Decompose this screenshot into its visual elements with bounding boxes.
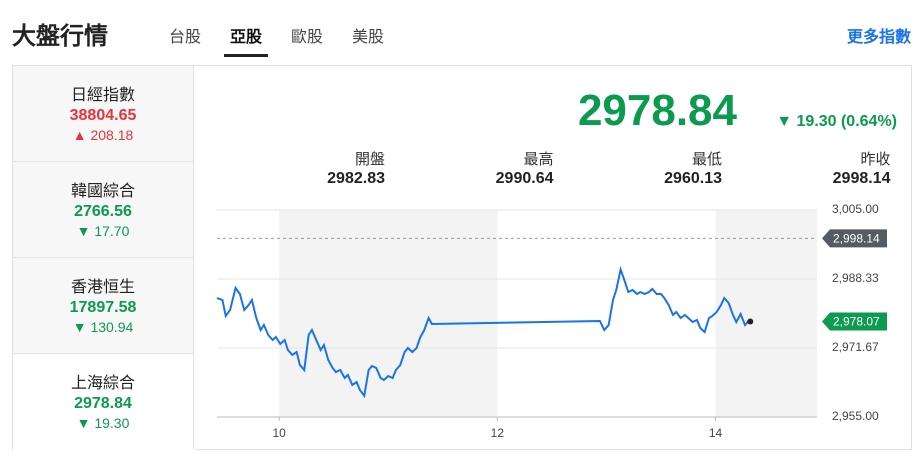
tab[interactable]: 亞股 [224,23,268,57]
stat-value: 2982.83 [327,170,385,187]
reference-label: 2,998.14 [833,232,880,246]
price-line [216,265,750,399]
index-item[interactable]: 香港恒生 17897.58 ▼ 130.94 [13,258,193,354]
arrow: ▼ [776,113,793,130]
last-price-badge [822,312,887,331]
index-item[interactable]: 日經指數 38804.65 ▲ 208.18 [13,66,193,162]
index-name: 香港恒生 [70,279,135,296]
stat-value: 2998.14 [832,170,891,187]
session-band [279,210,498,417]
quote-price: 2978.84 [577,86,737,135]
index-price: 2978.84 [74,395,132,412]
y-tick-label: 2,988.33 [832,271,879,285]
index-change: ▼ 19.30 [13,415,193,431]
arrow: ▼ [76,223,91,239]
arrow: ▼ [72,319,87,335]
reference-badge [822,229,887,248]
quote-panel [195,65,912,450]
change: 17.70 [94,223,130,239]
session-band [715,210,817,417]
stat-value: 2960.13 [664,170,722,187]
index-price: 17897.58 [69,299,137,316]
y-tick-label: 2,955.00 [832,409,879,423]
last-price-label: 2,978.07 [833,315,880,329]
index-price: 38804.65 [69,107,137,124]
stat-label: 昨收 [860,151,891,168]
change: 208.18 [90,127,134,143]
index-change: ▼ 17.70 [13,223,193,239]
x-tick-label: 12 [491,426,505,440]
y-tick-label: 2,971.67 [832,340,879,354]
y-tick-label: 3,005.00 [832,202,879,216]
index-list: 日經指數 38804.65 ▲ 208.18 韓國綜合 2766.56 ▼ 17.70 香港… [12,65,194,450]
stat-label: 開盤 [354,151,385,168]
index-name: 上海綜合 [70,375,135,392]
change: 19.30 [94,415,130,431]
change: 130.94 [90,319,134,335]
x-tick-label: 10 [273,426,287,440]
index-name: 日經指數 [70,87,135,104]
index-name: 韓國綜合 [70,183,135,200]
tab[interactable]: 美股 [351,29,384,46]
stat-label: 最低 [691,151,722,168]
more-link[interactable]: 更多指數 [846,29,911,46]
change: 19.30 (0.64%) [796,113,897,130]
index-item[interactable]: 上海綜合 2978.84 ▼ 19.30 [13,354,193,450]
stat-label: 最高 [523,151,554,168]
arrow: ▲ [72,127,87,143]
page-title: 大盤行情 [12,23,108,50]
arrow: ▼ [76,415,91,431]
index-change: ▼ 130.94 [13,319,193,335]
x-tick-label: 14 [709,426,723,440]
index-change: ▲ 208.18 [13,127,193,143]
quote-change: ▼ 19.30 (0.64%) [776,113,897,131]
last-point [747,318,754,325]
index-price: 2766.56 [74,203,132,220]
tab[interactable]: 歐股 [290,29,323,46]
stat-value: 2990.64 [495,170,554,187]
tab[interactable]: 台股 [168,29,201,46]
index-item[interactable]: 韓國綜合 2766.56 ▼ 17.70 [13,162,193,258]
